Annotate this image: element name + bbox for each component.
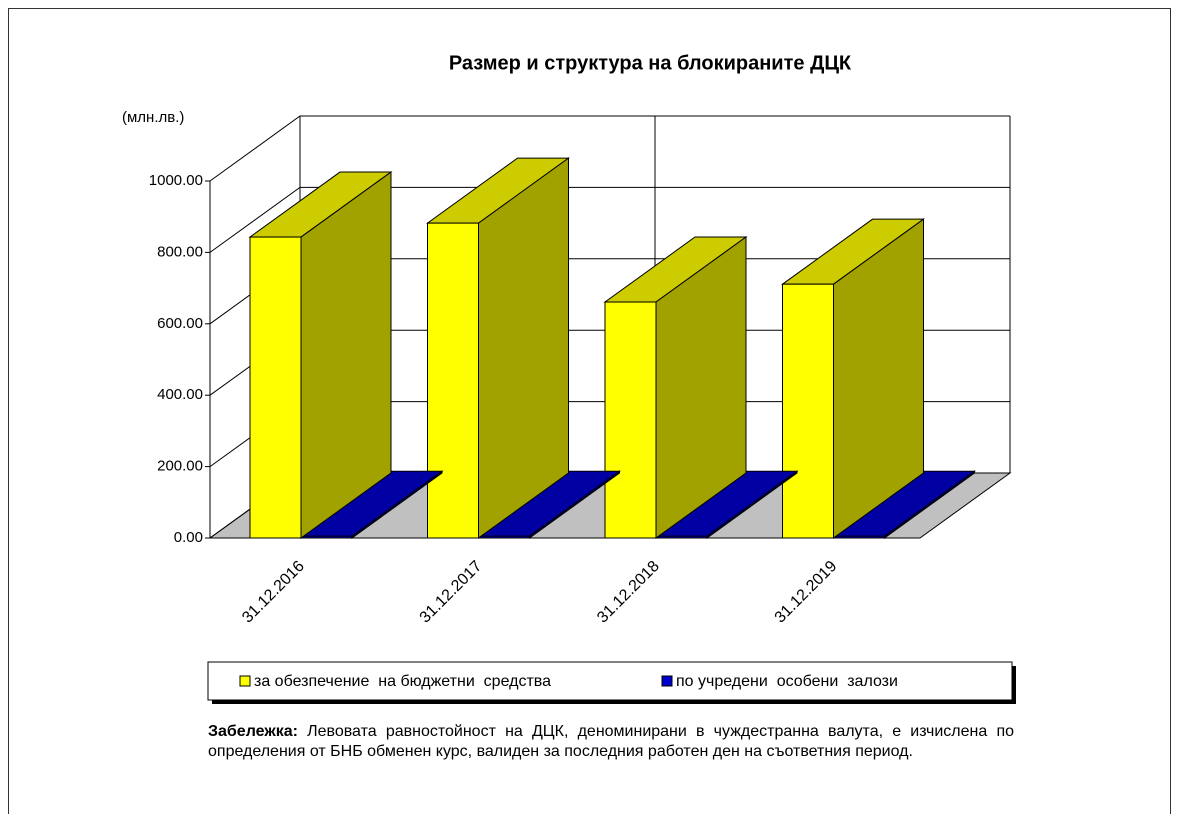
legend-swatch [661,675,673,687]
bar-side [478,157,569,539]
grid-line [209,115,1010,182]
legend-label: по учредени особени залози [676,673,898,690]
bar [655,535,708,539]
bar-3d [831,470,977,539]
bar-3d [603,236,748,539]
bar [249,236,302,539]
chart-title: Размер и структура на блокираните ДЦК [449,52,852,74]
frame [8,8,1171,814]
bar-3d [425,157,571,539]
bar [782,283,834,539]
y-tick-label: 600.00 [157,315,203,332]
x-tick-label: 31.12.2019 [772,558,841,627]
bar [427,222,479,539]
y-tick-label: 200.00 [157,458,203,475]
y-axis-label: (млн.лв.) [122,109,184,126]
bar [833,535,885,539]
bar [478,535,530,539]
bar-side [300,171,392,539]
note-text: Левовата равностойност на ДЦК, деноминир… [208,723,1015,760]
bar-3d [248,171,393,539]
bar-3d [780,218,926,539]
bar [300,535,353,539]
x-tick-label: 31.12.2017 [417,558,486,627]
y-tick-label: 800.00 [157,243,203,260]
bar-3d [476,470,622,539]
legend-swatch [239,675,251,687]
note: Забележка: Левовата равностойност на ДЦК… [208,722,1014,762]
note-label: Забележка: [208,723,298,740]
x-tick-label: 31.12.2016 [239,558,308,627]
legend [207,661,1013,701]
x-tick-label: 31.12.2018 [594,558,663,627]
legend-label: за обезпечение на бюджетни средства [254,673,551,690]
y-tick-label: 400.00 [157,386,203,403]
grid-line [209,186,1010,253]
bar [604,301,657,539]
y-tick-label: 0.00 [174,529,203,546]
y-tick-label: 1000.00 [149,172,203,189]
